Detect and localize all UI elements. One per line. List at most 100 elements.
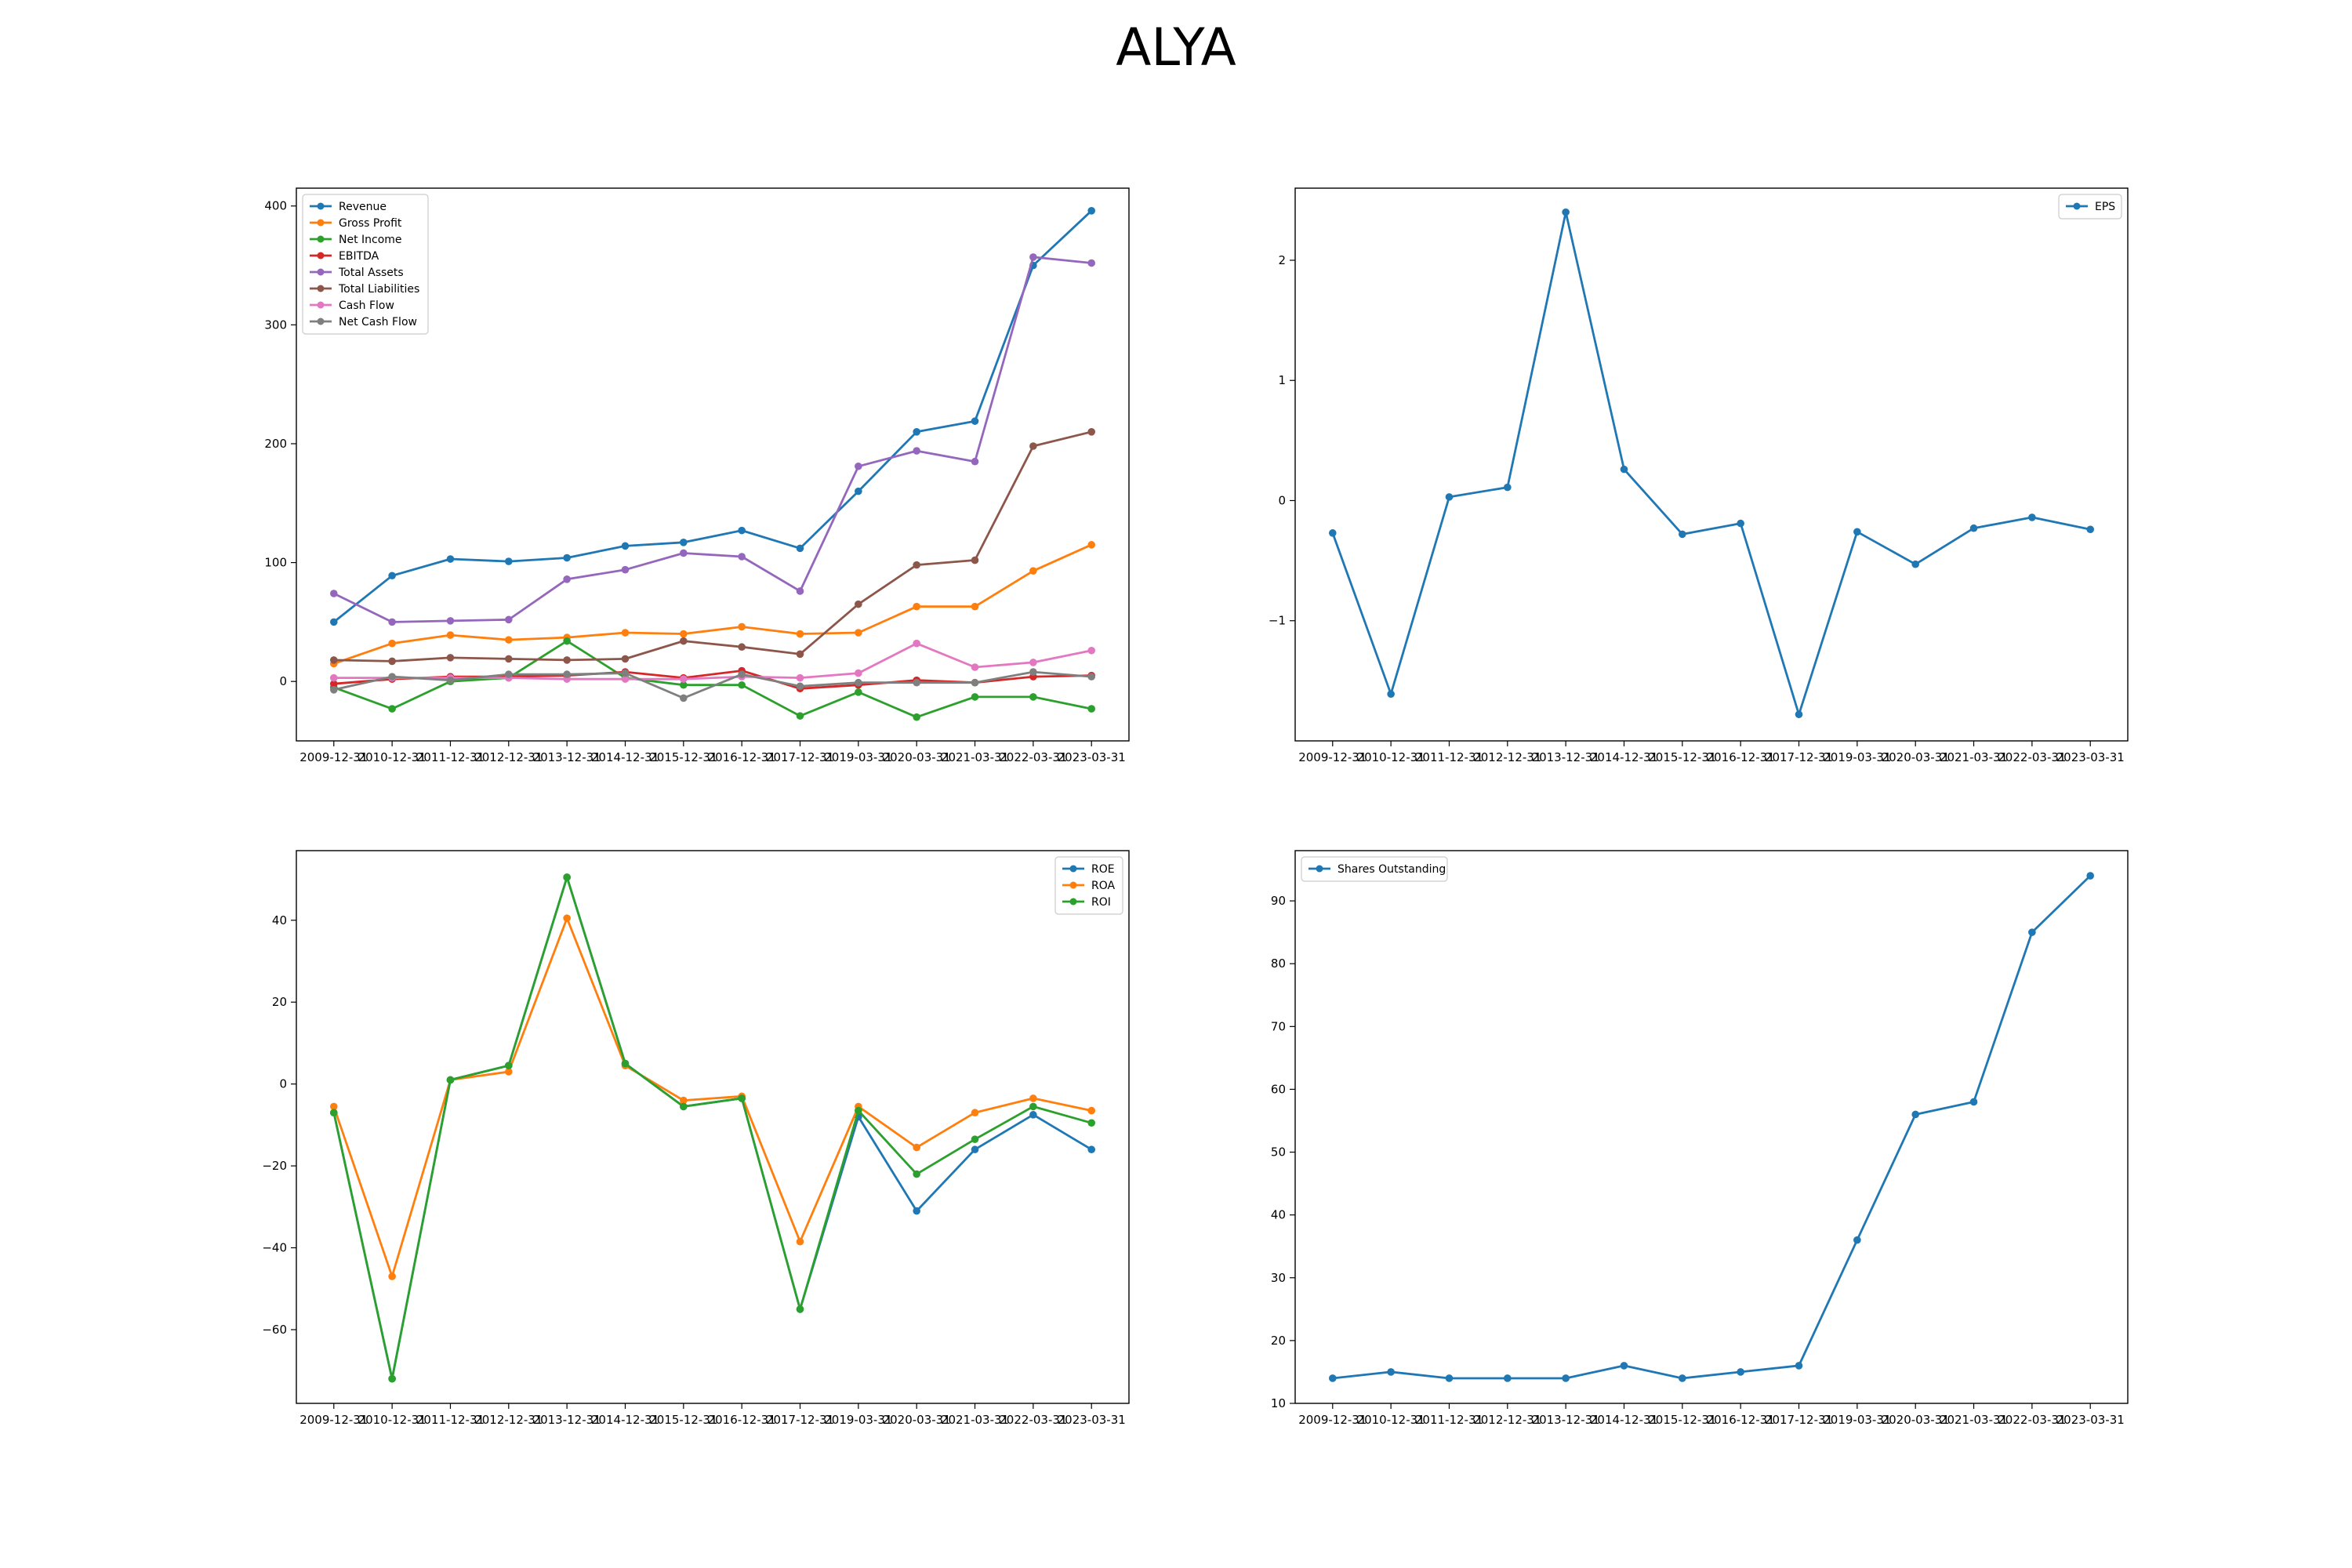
x-tick-label: 2011-12-31 [1415,750,1483,764]
series-line-roi [332,876,1092,1381]
data-point-shares-outstanding [1795,1362,1803,1370]
x-tick-label: 2012-12-31 [474,750,543,764]
x-tick-label: 2017-12-31 [766,750,834,764]
data-point-total-liabilities [796,650,804,659]
legend-swatch-marker [2073,202,2081,210]
data-point-ebitda [329,680,338,688]
data-point-eps [2028,514,2036,521]
data-point-total-assets [329,590,338,597]
series-line-roe [332,876,1092,1381]
x-tick-label: 2017-12-31 [1765,1413,1833,1427]
plot-frame [296,850,1130,1404]
x-tick-label: 2016-12-31 [1707,1413,1775,1427]
data-point-roe [913,1207,920,1215]
chart-panel-2: 2009-12-312010-12-312011-12-312012-12-31… [1269,187,2129,764]
data-point-gross-profit [446,631,455,639]
data-point-shares-outstanding [1328,1374,1337,1382]
data-point-net-income [388,705,396,713]
chart-panel-3: 2009-12-312010-12-312011-12-312012-12-31… [262,850,1130,1427]
data-point-shares-outstanding [1911,1110,1919,1119]
x-tick-label: 2011-12-31 [416,1413,485,1427]
x-tick-label: 2012-12-31 [1473,1413,1541,1427]
legend-label: EPS [2095,201,2115,213]
data-point-total-liabilities [563,656,571,664]
legend-label: EBITDA [339,250,379,263]
legend-label: ROA [1091,880,1116,892]
x-tick-label: 2016-12-31 [708,1413,776,1427]
plot-frame [296,187,1130,742]
data-point-roi [388,1374,396,1383]
data-point-eps [1911,560,1919,568]
data-point-roi [971,1135,979,1143]
x-tick-label: 2009-12-31 [299,750,368,764]
data-point-gross-profit [913,602,920,611]
series-line-shares-outstanding [1332,874,2092,1380]
data-point-shares-outstanding [1562,1374,1570,1382]
data-point-cash-flow [796,673,804,682]
y-tick-label: 20 [272,995,287,1009]
data-point-net-cash-flow [563,670,571,678]
data-point-eps [1795,710,1803,719]
data-point-net-cash-flow [388,673,396,681]
x-tick-label: 2022-03-31 [1998,1413,2066,1427]
data-point-cash-flow [971,663,979,671]
data-point-shares-outstanding [1679,1374,1686,1382]
data-point-total-assets [680,549,688,557]
data-point-gross-profit [796,630,804,638]
data-point-roi [680,1102,688,1111]
y-tick-label: −60 [262,1323,287,1337]
data-point-net-income [1087,705,1096,713]
data-point-net-cash-flow [329,686,338,694]
data-point-revenue [855,487,862,495]
data-point-total-assets [738,553,746,561]
data-point-cash-flow [680,675,688,683]
data-point-shares-outstanding [1387,1368,1395,1376]
data-point-net-cash-flow [1029,668,1037,676]
x-tick-label: 2010-12-31 [1357,1413,1425,1427]
data-point-cash-flow [913,639,920,648]
x-tick-label: 2010-12-31 [358,750,426,764]
x-tick-label: 2013-12-31 [1532,750,1600,764]
legend-label: ROI [1091,896,1111,909]
legend-label: Revenue [339,201,387,213]
legend-swatch-marker [317,318,325,325]
y-tick-label: 80 [1271,956,1286,971]
data-point-revenue [563,554,571,562]
data-point-roi [1087,1119,1096,1127]
data-point-net-cash-flow [796,682,804,691]
data-point-net-income [1029,693,1037,701]
data-point-eps [1504,483,1512,492]
data-point-cash-flow [621,675,630,683]
y-tick-label: 30 [1271,1271,1286,1285]
data-point-gross-profit [1087,541,1096,549]
x-tick-label: 2023-03-31 [2056,750,2125,764]
data-point-roa [388,1272,396,1280]
x-tick-label: 2014-12-31 [591,1413,659,1427]
data-point-total-liabilities [388,657,396,666]
data-point-total-assets [855,462,862,470]
data-point-net-cash-flow [971,678,979,687]
x-tick-label: 2017-12-31 [766,1413,834,1427]
x-tick-label: 2014-12-31 [1590,750,1658,764]
figure-title: ALYA [1116,17,1236,78]
data-point-net-cash-flow [680,694,688,702]
data-point-total-assets [971,457,979,466]
x-tick-label: 2013-12-31 [533,750,601,764]
data-point-net-income [913,713,920,721]
data-point-net-cash-flow [913,678,920,687]
data-point-roa [680,1096,688,1105]
x-tick-label: 2015-12-31 [1648,1413,1716,1427]
data-point-revenue [971,417,979,425]
series-line-gross-profit [333,543,1092,665]
legend-swatch-marker [317,285,325,292]
data-point-gross-profit [971,602,979,611]
series-line-cash-flow [333,642,1092,681]
legend-label: ROE [1091,863,1115,876]
y-tick-label: 10 [1271,1396,1286,1410]
x-tick-label: 2016-12-31 [708,750,776,764]
data-point-total-assets [1087,259,1096,267]
data-point-gross-profit [855,629,862,637]
legend-swatch-marker [317,301,325,309]
x-tick-label: 2019-03-31 [824,750,892,764]
legend-swatch-marker [1316,865,1323,873]
